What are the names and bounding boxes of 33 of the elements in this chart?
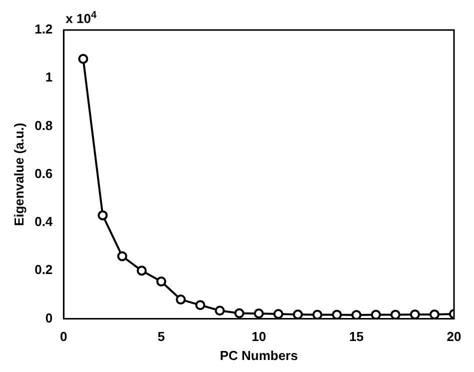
point [176, 294, 186, 305]
y-axis-title: Eigenvalue (a.u.) [11, 122, 26, 226]
point [254, 308, 264, 319]
y-tick-label: 0 [45, 310, 53, 326]
y-tick-label: 0.4 [34, 214, 54, 230]
point [78, 54, 88, 64]
x-tick-label: 20 [446, 329, 462, 344]
point [136, 266, 147, 276]
y-tick-label: 0.8 [34, 118, 53, 133]
x-tick-label: 10 [252, 329, 266, 344]
point [98, 210, 108, 220]
point [195, 300, 206, 310]
point [370, 310, 381, 319]
y-tick-label: 0.2 [34, 262, 53, 278]
point [117, 251, 128, 262]
point [351, 310, 362, 319]
point [390, 310, 400, 319]
point [214, 306, 225, 316]
point [234, 308, 244, 318]
x-tick-label: 15 [349, 329, 364, 344]
x-axis-title: PC Numbers [220, 348, 298, 363]
point [429, 309, 440, 319]
y-tick-label: 1.2 [34, 22, 53, 37]
point [273, 308, 284, 319]
y-tick-label: 1 [45, 70, 53, 85]
x-tick-label: 5 [158, 329, 165, 344]
y-tick-label: 0.6 [34, 166, 53, 181]
point [292, 309, 303, 319]
point [332, 310, 342, 319]
point [410, 309, 420, 319]
point [312, 310, 322, 319]
x-tick-label: 0 [60, 329, 68, 344]
point [156, 276, 166, 286]
